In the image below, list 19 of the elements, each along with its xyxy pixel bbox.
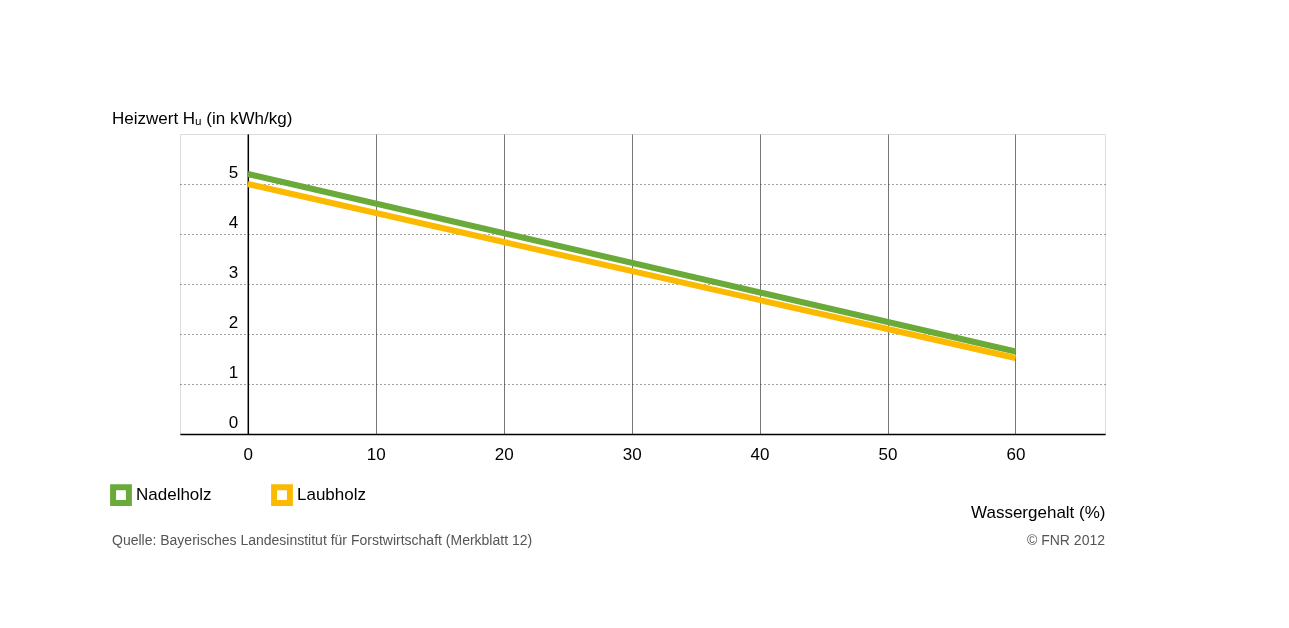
x-tick-label: 0	[243, 444, 254, 464]
y-tick-label: 1	[228, 362, 239, 382]
y-tick-label: 3	[228, 262, 239, 282]
y-tick-label: 5	[228, 162, 239, 182]
source-note: Quelle: Bayerisches Landesinstitut für Forstwirtschaft (Merkblatt 12)	[112, 532, 533, 548]
y-tick-label: 4	[228, 212, 239, 232]
legend-label: Laubholz	[297, 485, 367, 505]
x-tick-label: 40	[750, 444, 770, 464]
y-tick-label: 2	[228, 312, 239, 332]
x-tick-label: 30	[622, 444, 642, 464]
text: © FNR 2012	[1026, 532, 1106, 548]
y-tick-label: 0	[228, 412, 239, 432]
x-tick-label: 60	[1006, 444, 1026, 464]
x-axis-title: Wassergehalt (%)	[971, 502, 1106, 522]
x-tick-label: 50	[878, 444, 898, 464]
y-axis-title: Heizwert Hᵤ (in kWh/kg)	[112, 109, 293, 128]
x-tick-label: 10	[366, 444, 386, 464]
legend-label: Nadelholz	[136, 485, 212, 505]
x-tick-label: 20	[494, 444, 514, 464]
